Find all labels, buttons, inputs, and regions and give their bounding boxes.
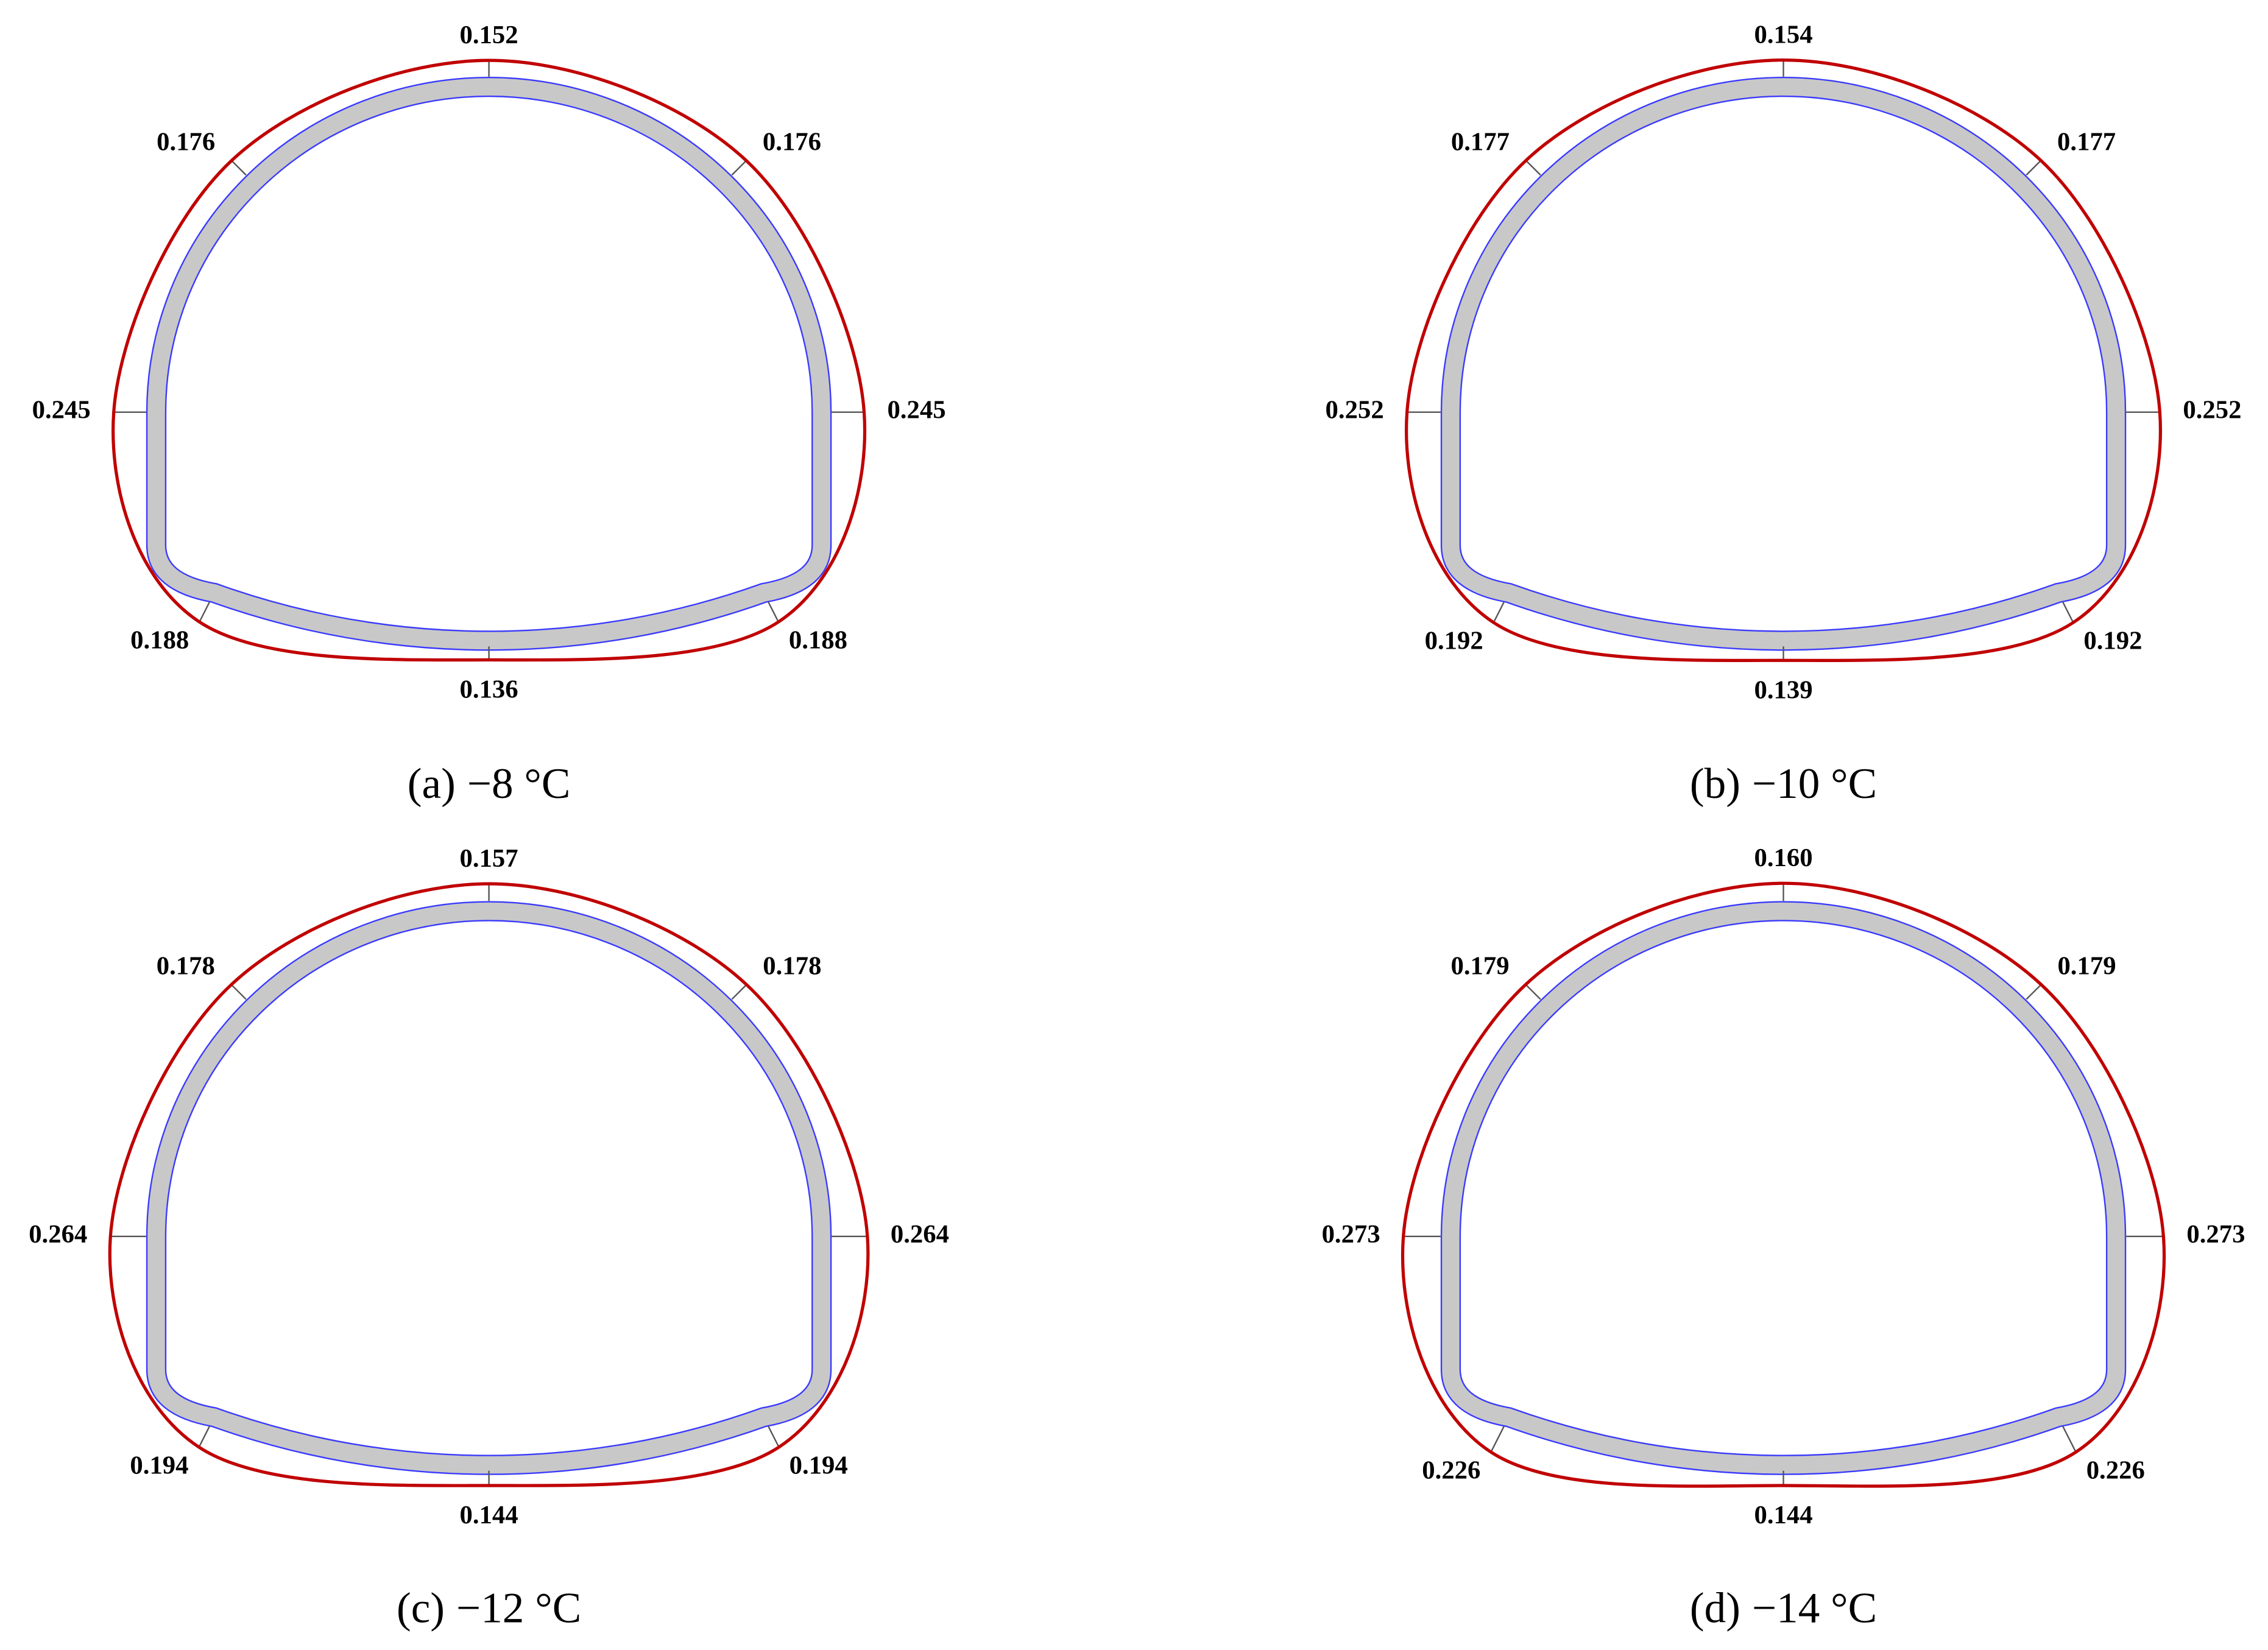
caption-label: (d)	[1690, 1585, 1740, 1632]
value-label: 0.245	[887, 395, 945, 424]
lining	[147, 902, 830, 1474]
radial-tick	[231, 160, 247, 176]
value-label: 0.160	[1754, 844, 1812, 872]
value-label: 0.188	[789, 626, 847, 655]
panel: 0.152 0.176 0.245 0.188 0.136 0.188 0.245 0.176	[32, 21, 946, 703]
outer-profile	[108, 882, 870, 1487]
value-label: 0.252	[2183, 395, 2241, 424]
value-label: 0.192	[1425, 627, 1483, 655]
value-label: 0.273	[2186, 1220, 2245, 1249]
radial-tick	[1525, 160, 1541, 176]
value-label: 0.176	[763, 128, 821, 157]
value-label: 0.226	[2086, 1456, 2145, 1485]
caption-label: (c)	[397, 1585, 445, 1632]
caption-text: −12 °C	[456, 1585, 581, 1632]
value-label: 0.136	[460, 675, 518, 703]
radial-tick	[2026, 984, 2042, 1000]
caption-text: −14 °C	[1752, 1585, 1877, 1632]
outer-profile	[111, 58, 867, 662]
caption-label: (a)	[408, 760, 456, 808]
radial-tick	[199, 601, 211, 622]
caption: (d) −14 °C	[1690, 1585, 1877, 1632]
radial-tick	[198, 1426, 211, 1448]
radial-tick	[2062, 1426, 2077, 1453]
value-label: 0.154	[1754, 20, 1812, 49]
value-label: 0.178	[157, 952, 215, 981]
value-label: 0.273	[1322, 1220, 1380, 1249]
caption-text: −10 °C	[1752, 760, 1877, 808]
value-label: 0.139	[1754, 675, 1812, 704]
radial-tick	[768, 1426, 780, 1448]
lining	[1442, 78, 2125, 650]
caption-label: (b)	[1690, 760, 1740, 808]
outer-profile	[1401, 881, 2166, 1488]
value-label: 0.157	[460, 844, 518, 873]
value-label: 0.192	[2083, 627, 2142, 655]
radial-tick	[2026, 160, 2042, 176]
value-label: 0.194	[130, 1451, 188, 1480]
outer-profile	[1405, 58, 2162, 662]
value-label: 0.152	[460, 21, 518, 49]
value-label: 0.144	[460, 1501, 518, 1529]
value-label: 0.177	[2057, 127, 2116, 156]
caption: (a) −8 °C	[408, 760, 571, 808]
radial-tick	[1490, 1426, 1505, 1453]
radial-tick	[1525, 984, 1541, 1000]
radial-tick	[2062, 601, 2074, 623]
caption-text: −8 °C	[467, 760, 571, 808]
radial-tick	[731, 984, 747, 1000]
radial-tick	[230, 984, 247, 1000]
value-label: 0.252	[1326, 395, 1384, 424]
value-label: 0.176	[157, 128, 215, 157]
value-label: 0.264	[891, 1220, 949, 1249]
caption: (b) −10 °C	[1690, 760, 1877, 808]
value-label: 0.188	[130, 626, 189, 655]
value-label: 0.226	[1422, 1456, 1480, 1485]
panel: 0.160 0.179 0.273 0.226 0.144 0.226 0.273 0.179	[1322, 844, 2245, 1529]
lining	[1442, 902, 2125, 1474]
value-label: 0.178	[763, 952, 821, 981]
value-label: 0.194	[790, 1451, 848, 1480]
radial-tick	[731, 160, 747, 176]
panel: 0.157 0.178 0.264 0.194 0.144 0.194 0.264 0.178	[29, 844, 949, 1529]
value-label: 0.144	[1754, 1501, 1812, 1529]
value-label: 0.264	[29, 1220, 87, 1249]
value-label: 0.177	[1451, 127, 1510, 156]
panel: 0.154 0.177 0.252 0.192 0.139 0.192 0.252 0.177	[1326, 20, 2242, 704]
value-label: 0.245	[32, 395, 91, 424]
radial-tick	[768, 601, 779, 622]
value-label: 0.179	[2057, 951, 2116, 980]
radial-tick	[1493, 601, 1505, 623]
caption: (c) −12 °C	[397, 1585, 581, 1632]
value-label: 0.179	[1450, 951, 1509, 980]
lining	[147, 78, 830, 650]
